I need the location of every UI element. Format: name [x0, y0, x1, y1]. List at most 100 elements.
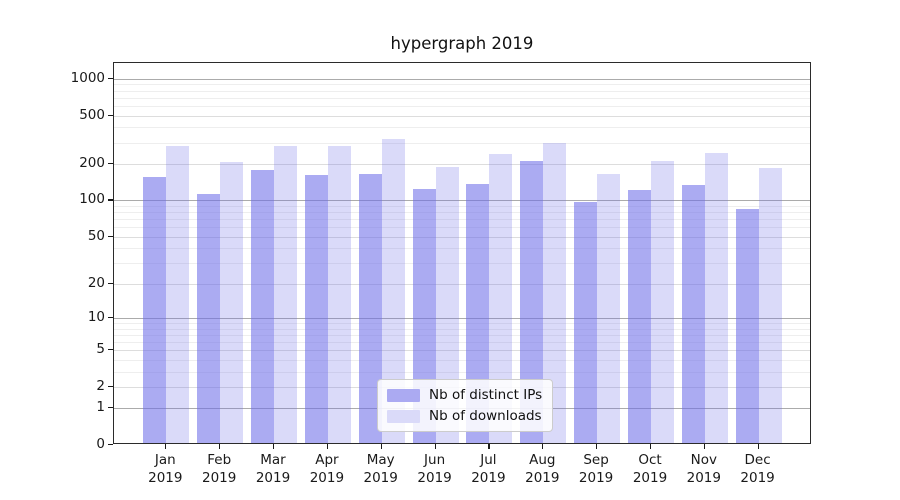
gridline-labeled — [114, 350, 810, 351]
y-tick-mark — [108, 77, 113, 79]
x-tick-label: Feb 2019 — [202, 452, 237, 486]
y-tick-label: 2 — [96, 377, 105, 394]
x-tick-label: Jan 2019 — [148, 452, 183, 486]
x-tick-mark — [434, 444, 436, 449]
x-tick-label: Sep 2019 — [578, 452, 614, 486]
legend-item-downloads: Nb of downloads — [387, 408, 542, 424]
gridline-labeled — [114, 283, 810, 285]
y-tick-mark — [108, 162, 113, 165]
gridline-minor — [114, 328, 810, 330]
x-tick-label: Dec 2019 — [740, 452, 775, 486]
x-tick-mark — [488, 444, 490, 449]
bar-distinct-ips-jan — [143, 177, 167, 443]
bar-distinct-ips-mar — [251, 169, 274, 443]
y-tick-label: 0 — [96, 436, 105, 452]
gridline-minor — [114, 334, 810, 336]
bar-downloads-jun — [435, 167, 459, 443]
bar-downloads-mar — [274, 145, 297, 443]
legend-label-downloads: Nb of downloads — [429, 408, 542, 424]
gridline-labeled — [114, 115, 810, 117]
y-tick-mark — [108, 114, 113, 116]
plot-area: Nb of distinct IPs Nb of downloads — [113, 62, 811, 444]
legend-swatch-distinct-ips — [387, 388, 420, 402]
gridline-major — [114, 200, 810, 202]
x-tick-label: Mar 2019 — [255, 452, 291, 486]
bar-downloads-jul — [489, 153, 513, 443]
x-tick-label: Apr 2019 — [309, 452, 345, 486]
bar-downloads-sep — [597, 173, 621, 443]
gridline-minor — [114, 263, 810, 264]
y-tick-label: 200 — [79, 154, 105, 171]
y-tick-mark — [108, 235, 113, 237]
gridline-major — [114, 317, 810, 319]
bar-downloads-jan — [166, 145, 190, 443]
y-tick-mark — [108, 407, 113, 409]
x-tick-label: Nov 2019 — [686, 452, 721, 486]
y-tick-mark — [108, 385, 113, 387]
bar-downloads-nov — [704, 152, 728, 443]
x-tick-label: Oct 2019 — [632, 452, 668, 486]
y-tick-label: 100 — [79, 191, 105, 208]
x-tick-mark — [757, 444, 759, 449]
gridline-labeled — [114, 163, 810, 165]
x-tick-mark — [165, 444, 167, 449]
y-tick-label: 1000 — [70, 69, 105, 86]
y-tick-label: 10 — [87, 308, 105, 325]
y-tick-mark — [108, 349, 113, 351]
bar-distinct-ips-jul — [466, 183, 490, 443]
gridline-minor — [114, 248, 810, 250]
bar-distinct-ips-may — [358, 174, 382, 443]
bar-downloads-oct — [651, 160, 674, 443]
x-tick-mark — [596, 444, 598, 449]
x-tick-label: May 2019 — [363, 452, 398, 486]
bar-downloads-may — [381, 138, 405, 443]
gridline-minor — [114, 371, 810, 373]
gridline-minor — [114, 90, 810, 92]
x-tick-label: Aug 2019 — [525, 452, 560, 486]
y-tick-label: 50 — [87, 227, 105, 244]
bar-distinct-ips-oct — [628, 189, 651, 443]
gridline-minor — [114, 359, 810, 361]
bar-distinct-ips-dec — [735, 208, 759, 443]
x-tick-mark — [273, 444, 275, 449]
gridline-minor — [114, 97, 810, 99]
gridline-minor — [114, 105, 810, 107]
gridline-minor — [114, 323, 810, 324]
legend-swatch-downloads — [387, 409, 420, 423]
y-tick-mark — [108, 199, 113, 201]
gridline-minor — [114, 142, 810, 144]
x-tick-mark — [219, 444, 221, 449]
gridline-major — [114, 78, 810, 80]
gridline-minor — [114, 219, 810, 221]
x-tick-mark — [326, 444, 329, 449]
gridline-minor — [114, 205, 810, 207]
bar-downloads-apr — [327, 146, 351, 443]
chart-title: hypergraph 2019 — [390, 34, 534, 53]
bar-downloads-feb — [220, 161, 244, 443]
gridline-labeled — [114, 236, 810, 238]
y-tick-mark — [108, 444, 113, 446]
gridline-minor — [114, 227, 810, 229]
legend: Nb of distinct IPs Nb of downloads — [377, 379, 554, 432]
legend-label-distinct-ips: Nb of distinct IPs — [429, 387, 543, 403]
bar-distinct-ips-sep — [574, 201, 598, 443]
gridline-minor — [114, 341, 810, 343]
x-tick-label: Jun 2019 — [417, 452, 452, 486]
y-tick-mark — [108, 316, 113, 319]
gridline-minor — [114, 212, 810, 214]
bar-downloads-aug — [543, 142, 567, 443]
y-tick-label: 5 — [96, 341, 105, 357]
y-tick-label: 1 — [96, 399, 105, 416]
x-tick-mark — [650, 444, 652, 449]
gridline-minor — [114, 84, 810, 86]
y-tick-mark — [108, 282, 113, 284]
gridline-minor — [114, 127, 810, 129]
x-tick-mark — [703, 444, 705, 449]
bar-distinct-ips-feb — [197, 194, 221, 443]
bar-distinct-ips-apr — [304, 174, 328, 443]
x-tick-mark — [542, 444, 544, 449]
legend-item-distinct-ips: Nb of distinct IPs — [387, 387, 542, 403]
y-tick-label: 20 — [87, 274, 105, 291]
y-tick-label: 500 — [79, 106, 105, 123]
